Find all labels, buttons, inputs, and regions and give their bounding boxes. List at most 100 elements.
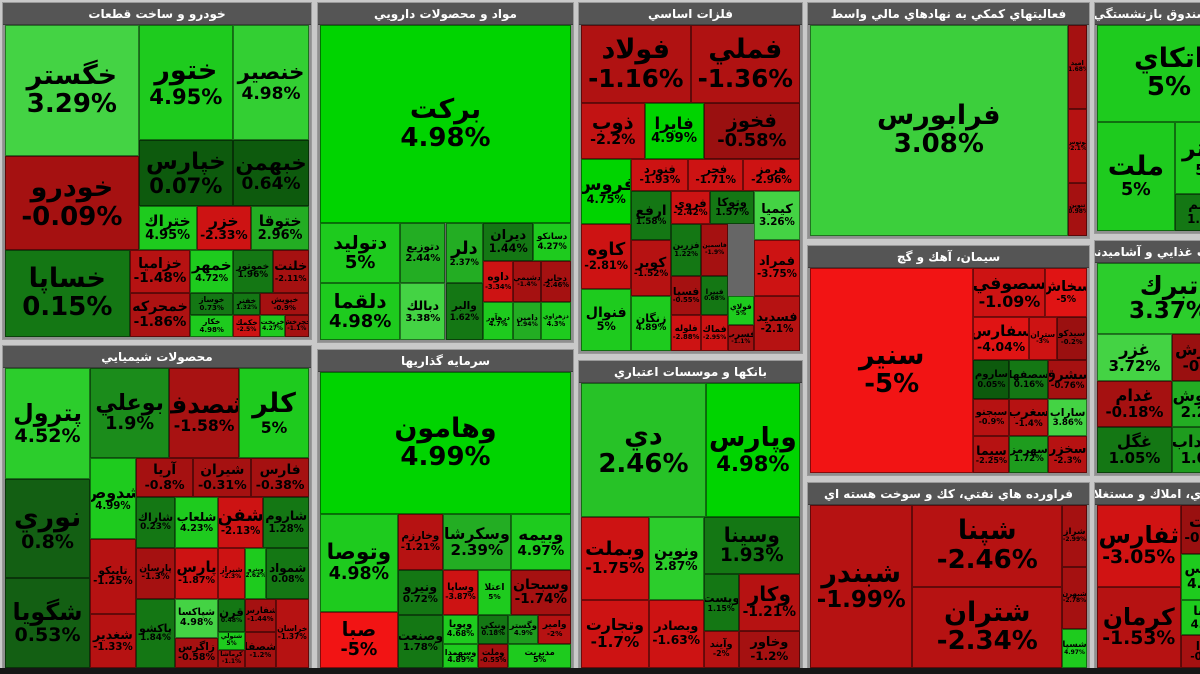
treemap-tile[interactable]: شفارس-1.44%	[245, 599, 276, 632]
treemap-tile[interactable]: فاسمين -1.9%	[701, 223, 728, 277]
treemap-tile[interactable]: ساراب 3.86%	[1048, 399, 1087, 437]
treemap-tile[interactable]: فزرين 1.22%	[670, 223, 702, 277]
treemap-tile[interactable]: ديران 1.44%	[483, 223, 534, 262]
treemap-tile[interactable]: شغدير -1.33%	[90, 614, 136, 668]
treemap-tile[interactable]: دامين 1.94%	[513, 302, 541, 340]
treemap-tile[interactable]: فمراد -3.75%	[754, 240, 800, 296]
treemap-tile[interactable]: خزاميا -1.48%	[129, 249, 191, 294]
treemap-tile[interactable]: وبصادر -1.63%	[648, 599, 704, 668]
treemap-tile[interactable]: آريا -0.8%	[135, 458, 194, 497]
treemap-tile[interactable]: غزر 3.72%	[1097, 334, 1172, 381]
treemap-tile[interactable]: خريخت 4.27%	[260, 315, 285, 337]
treemap-tile[interactable]: كيميا 3.26%	[754, 191, 800, 241]
treemap-tile[interactable]: شپنا -2.46%	[912, 505, 1063, 587]
treemap-tile[interactable]: دي 2.46%	[581, 383, 706, 517]
treemap-tile[interactable]: شسپا 4.97%	[1062, 628, 1087, 668]
treemap-tile[interactable]: خزر -2.33%	[196, 205, 252, 250]
treemap-tile[interactable]: شدوص4.99%	[90, 458, 136, 539]
treemap-tile[interactable]: سيدكو -0.2%	[1056, 317, 1087, 361]
treemap-tile[interactable]: فارس -0.38%	[251, 458, 309, 497]
treemap-tile[interactable]: شيران -0.31%	[193, 458, 252, 497]
treemap-tile[interactable]: ومعلم1.72%	[1174, 193, 1200, 231]
treemap-tile[interactable]: فلوله -2.88%	[670, 315, 702, 351]
treemap-tile[interactable]: صبا -5%	[320, 611, 398, 668]
treemap-tile[interactable]: شتولي 5%	[217, 632, 246, 650]
treemap-tile[interactable]: خپويش -0.9%	[260, 293, 309, 316]
treemap-tile[interactable]: نوري 0.8%	[5, 479, 91, 578]
treemap-tile[interactable]: مديريت 5%	[508, 644, 571, 668]
treemap-tile[interactable]: وبيمه 4.97%	[510, 514, 571, 571]
treemap-tile[interactable]: خوساز 0.73%	[190, 293, 233, 316]
treemap-tile[interactable]: غبهنوش2.21%	[1171, 380, 1200, 427]
treemap-tile[interactable]: فسديد -2.1%	[754, 295, 800, 351]
treemap-tile[interactable]: سبجنو -0.9%	[973, 399, 1010, 437]
treemap-tile[interactable]: وسهمدا 4.89%	[442, 644, 479, 668]
treemap-tile[interactable]: سيما -2.25%	[973, 436, 1010, 473]
treemap-tile[interactable]: فولاي 5%	[727, 295, 754, 325]
treemap-tile[interactable]: وسبحان -1.74%	[510, 570, 571, 615]
treemap-tile[interactable]: وملت -0.55%	[478, 644, 509, 668]
treemap-tile[interactable]: تنوين-0.98%	[1067, 183, 1087, 236]
treemap-tile[interactable]: وساپا -3.87%	[442, 570, 479, 615]
treemap-tile[interactable]: خبهمن 0.64%	[233, 140, 309, 206]
treemap-tile[interactable]: بوعلي 1.9%	[90, 368, 170, 458]
treemap-tile[interactable]: فجر -1.71%	[688, 158, 744, 192]
treemap-tile[interactable]: ثپرديس4.33%	[1180, 553, 1200, 600]
treemap-tile[interactable]: ونوين 2.87%	[648, 516, 704, 600]
treemap-tile[interactable]: خلنت -2.11%	[272, 249, 309, 294]
treemap-tile[interactable]: شراز -2.99%	[1062, 505, 1087, 567]
treemap-tile[interactable]: ختوقا 2.96%	[251, 205, 309, 250]
treemap-tile[interactable]: اميد-1.68%	[1067, 25, 1087, 110]
treemap-tile[interactable]: لوتوس -2.1%	[1067, 109, 1087, 184]
treemap-tile[interactable]: وپويا 4.68%	[442, 614, 479, 645]
treemap-tile[interactable]: قرن 0.48%	[217, 599, 246, 632]
treemap-tile[interactable]: ثعمرا-0.84%	[1180, 635, 1200, 668]
treemap-tile[interactable]: دلقما 4.98%	[320, 283, 401, 340]
treemap-tile[interactable]: وخاور -1.2%	[738, 630, 800, 668]
treemap-tile[interactable]: شبهرن -2.78%	[1062, 566, 1087, 629]
treemap-tile[interactable]: ارفع 1.58%	[631, 191, 671, 241]
treemap-tile[interactable]: كرمان -1.53%	[1097, 586, 1181, 668]
treemap-tile[interactable]: خنصير 4.98%	[233, 25, 309, 141]
treemap-tile[interactable]: شبندر -1.99%	[810, 505, 913, 668]
treemap-tile[interactable]: دشيمي -1.4%	[513, 261, 541, 303]
treemap-tile[interactable]: خراسان -1.37%	[275, 599, 309, 668]
treemap-tile[interactable]: خموتور 1.96%	[233, 249, 273, 294]
treemap-tile[interactable]: خكمك -2.5%	[233, 315, 261, 337]
treemap-tile[interactable]: ستران -3%	[1028, 317, 1057, 361]
treemap-tile[interactable]: بركت 4.98%	[320, 25, 571, 224]
treemap-tile[interactable]: سصوفي -1.09%	[973, 268, 1046, 318]
treemap-tile[interactable]: كوثر5%	[1174, 121, 1200, 194]
treemap-tile[interactable]: دتوزيع 2.44%	[400, 223, 446, 284]
treemap-tile[interactable]: شپاكسا 4.98%	[175, 599, 218, 638]
treemap-tile[interactable]: شاراك 0.23%	[135, 497, 176, 548]
treemap-tile[interactable]: وآيند -2%	[703, 630, 739, 668]
treemap-tile[interactable]: سفارس -4.04%	[973, 317, 1029, 361]
treemap-tile[interactable]: غشهداب1.02%	[1171, 426, 1200, 473]
treemap-tile[interactable]: وهامون 4.99%	[320, 372, 571, 515]
treemap-tile[interactable]: پارس -1.87%	[175, 548, 218, 599]
treemap-tile[interactable]: شلعاب 4.23%	[175, 497, 218, 548]
treemap-tile[interactable]: سهرمز 1.72%	[1009, 436, 1049, 473]
treemap-tile[interactable]: اتكاي 5%	[1097, 25, 1200, 122]
treemap-tile[interactable]: سشرق-0.76%	[1048, 360, 1087, 400]
treemap-tile[interactable]: غگل 1.05%	[1097, 426, 1172, 473]
treemap-tile[interactable]: سغرب -1.4%	[1009, 399, 1049, 437]
treemap-tile[interactable]: والبر 1.62%	[445, 283, 484, 340]
treemap-tile[interactable]: پارسان -1.3%	[135, 548, 176, 599]
treemap-tile[interactable]: فسرب-1.1%	[727, 324, 754, 351]
treemap-tile[interactable]: ختراك 4.95%	[138, 205, 197, 250]
treemap-tile[interactable]: سصفها 0.16%	[1009, 360, 1049, 400]
treemap-tile[interactable]: وتجارت -1.7%	[581, 599, 649, 668]
treemap-tile[interactable]: شصدف-1.58%	[169, 368, 240, 458]
treemap-tile[interactable]: وبملت -1.75%	[581, 516, 649, 600]
treemap-tile[interactable]: ختور 4.95%	[138, 25, 233, 141]
treemap-tile[interactable]: فماك -2.95%	[701, 315, 728, 351]
treemap-tile[interactable]: فسپا -0.55%	[670, 276, 702, 316]
treemap-tile[interactable]: وگستر 4.9%	[508, 614, 539, 645]
treemap-tile[interactable]: خمهر 4.72%	[190, 249, 233, 294]
treemap-tile[interactable]: دجابر -2.46%	[540, 261, 571, 303]
treemap-tile[interactable]: ساروم 0.05%	[973, 360, 1010, 400]
treemap-tile[interactable]: شيراز -2.3%	[217, 548, 246, 599]
treemap-tile[interactable]: ثفارس -3.05%	[1097, 505, 1181, 587]
